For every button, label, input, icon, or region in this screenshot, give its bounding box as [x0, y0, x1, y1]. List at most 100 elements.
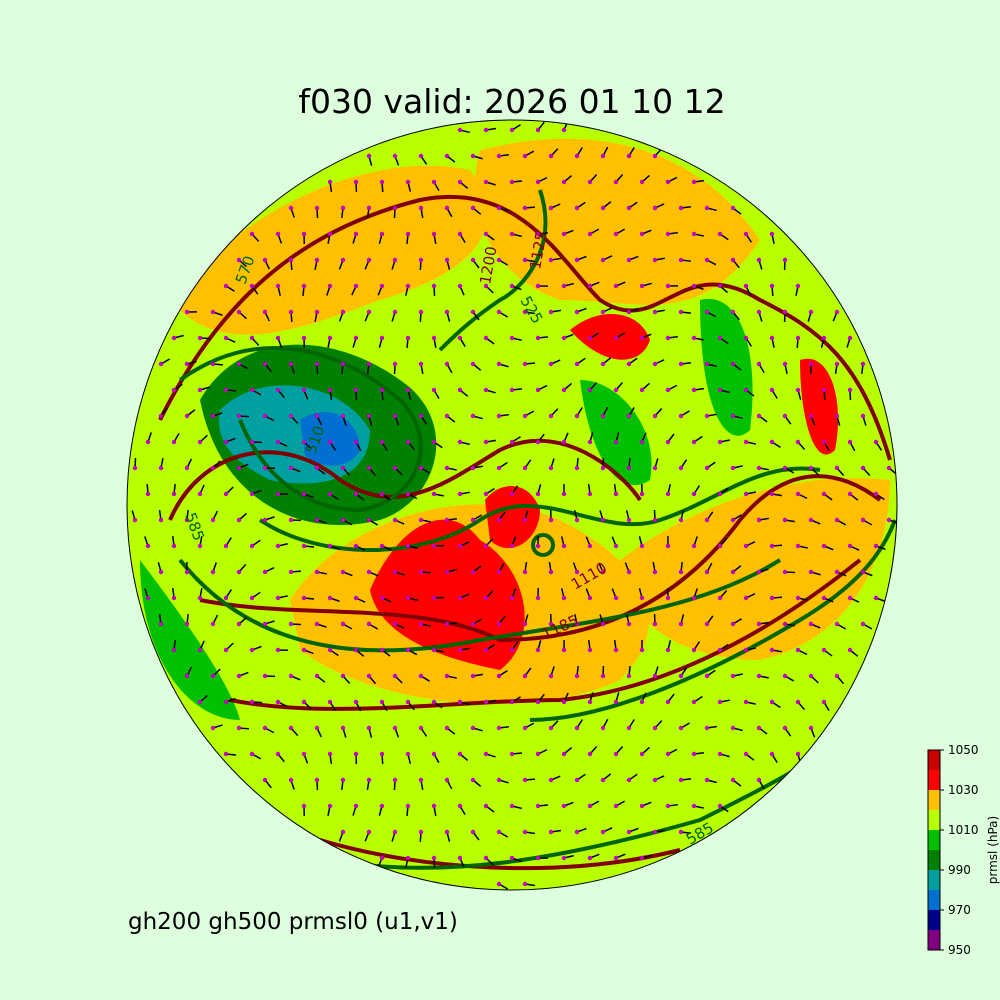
wind-station: [691, 387, 697, 393]
wind-station: [704, 257, 710, 263]
wind-station: [483, 855, 489, 861]
wind-station: [249, 283, 255, 289]
wind-station: [340, 569, 346, 575]
wind-station: [613, 647, 619, 653]
wind-station: [457, 335, 463, 341]
wind-station: [834, 309, 840, 315]
wind-station: [600, 517, 606, 523]
wind-station: [197, 647, 203, 653]
field-low: [580, 380, 652, 486]
wind-station: [483, 127, 489, 133]
wind-station: [678, 777, 684, 783]
wind-station: [366, 465, 372, 471]
wind-station: [340, 413, 346, 419]
wind-station: [756, 257, 762, 263]
wind-station: [353, 803, 359, 809]
wind-station: [327, 283, 333, 289]
wind-station: [600, 361, 606, 367]
wind-station: [470, 517, 476, 523]
wind-station: [600, 621, 606, 627]
wind-station: [431, 335, 437, 341]
wind-station: [847, 543, 853, 549]
wind-station: [288, 673, 294, 679]
wind-station: [431, 179, 437, 185]
wind-station: [626, 517, 632, 523]
wind-station: [327, 699, 333, 705]
wind-station: [574, 829, 580, 835]
wind-station: [652, 413, 658, 419]
wind-station: [717, 491, 723, 497]
wind-station: [483, 387, 489, 393]
wind-station: [249, 439, 255, 445]
wind-station: [223, 387, 229, 393]
wind-station: [431, 387, 437, 393]
wind-station: [314, 361, 320, 367]
wind-station: [379, 595, 385, 601]
wind-station: [444, 205, 450, 211]
wind-station: [457, 699, 463, 705]
wind-station: [782, 569, 788, 575]
wind-station: [860, 569, 866, 575]
wind-station: [496, 517, 502, 523]
wind-station: [821, 491, 827, 497]
wind-station: [834, 465, 840, 471]
wind-station: [405, 491, 411, 497]
wind-station: [483, 803, 489, 809]
wind-station: [366, 777, 372, 783]
field-low: [140, 560, 240, 720]
wind-station: [561, 699, 567, 705]
wind-station: [275, 231, 281, 237]
wind-station: [405, 387, 411, 393]
wind-station: [509, 491, 515, 497]
wind-station: [418, 153, 424, 159]
wind-station: [353, 699, 359, 705]
wind-station: [743, 335, 749, 341]
wind-station: [522, 673, 528, 679]
wind-station: [743, 595, 749, 601]
wind-station: [613, 595, 619, 601]
wind-station: [366, 621, 372, 627]
wind-station: [340, 361, 346, 367]
wind-station: [171, 335, 177, 341]
wind-station: [704, 517, 710, 523]
wind-station: [548, 413, 554, 419]
wind-station: [353, 179, 359, 185]
wind-station: [769, 699, 775, 705]
wind-station: [548, 517, 554, 523]
wind-station: [184, 569, 190, 575]
wind-station: [496, 361, 502, 367]
wind-station: [444, 361, 450, 367]
field-low: [300, 411, 360, 466]
wind-station: [522, 361, 528, 367]
wind-station: [691, 335, 697, 341]
wind-station: [561, 595, 567, 601]
wind-station: [457, 231, 463, 237]
wind-station: [483, 699, 489, 705]
colorbar-tick-label: 990: [948, 863, 971, 877]
wind-station: [639, 699, 645, 705]
wind-station: [301, 387, 307, 393]
wind-station: [717, 387, 723, 393]
wind-station: [184, 673, 190, 679]
wind-station: [587, 283, 593, 289]
wind-station: [470, 829, 476, 835]
wind-station: [223, 283, 229, 289]
wind-station: [314, 413, 320, 419]
wind-station: [340, 777, 346, 783]
wind-station: [782, 361, 788, 367]
wind-station: [405, 439, 411, 445]
wind-station: [509, 127, 515, 133]
field-high: [474, 138, 760, 305]
wind-station: [535, 179, 541, 185]
wind-station: [795, 543, 801, 549]
wind-station: [457, 387, 463, 393]
wind-station: [249, 699, 255, 705]
wind-station: [496, 153, 502, 159]
wind-station: [184, 465, 190, 471]
wind-station: [769, 335, 775, 341]
wind-station: [730, 621, 736, 627]
wind-station: [665, 387, 671, 393]
wind-station: [574, 673, 580, 679]
wind-station: [171, 439, 177, 445]
